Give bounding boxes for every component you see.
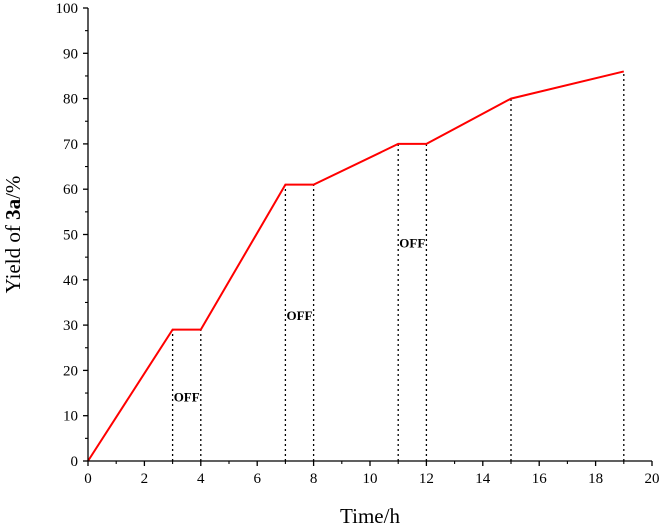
series-group xyxy=(87,70,625,462)
y-axis-title: Yield of 3a/% xyxy=(1,176,25,294)
x-tick-label: 16 xyxy=(532,471,548,487)
x-tick-label: 20 xyxy=(645,471,660,487)
off-annotation: OFF xyxy=(399,236,425,251)
y-tick-label: 40 xyxy=(63,273,78,289)
x-tick-label: 14 xyxy=(475,471,491,487)
y-tick-label: 80 xyxy=(63,92,78,108)
x-tick-label: 12 xyxy=(419,471,434,487)
annotations: OFF OFF OFF xyxy=(174,236,426,405)
y-axis-title-prefix: Yield of xyxy=(1,220,25,294)
dotted-guides xyxy=(171,71,625,461)
y-ticks: 0 10 20 30 40 50 60 70 80 90 100 xyxy=(56,1,88,470)
y-tick-label: 60 xyxy=(63,182,78,198)
y-axis-title-suffix: /% xyxy=(1,176,25,199)
y-axis-title-compound: 3a xyxy=(1,198,25,220)
y-tick-label: 10 xyxy=(63,409,78,425)
x-tick-label: 8 xyxy=(310,471,318,487)
x-tick-label: 6 xyxy=(253,471,261,487)
y-tick-label: 20 xyxy=(63,363,78,379)
axes xyxy=(87,8,652,462)
off-annotation: OFF xyxy=(174,390,200,405)
yield-series-line xyxy=(87,70,625,462)
x-tick-label: 18 xyxy=(588,471,603,487)
y-tick-label: 50 xyxy=(63,228,78,244)
off-annotation: OFF xyxy=(287,308,313,323)
y-tick-label: 0 xyxy=(71,454,79,470)
x-ticks: 0 2 4 6 8 10 12 14 16 18 20 xyxy=(84,461,660,487)
x-tick-label: 2 xyxy=(141,471,149,487)
y-tick-label: 90 xyxy=(63,46,78,62)
x-tick-label: 4 xyxy=(197,471,205,487)
x-tick-label: 0 xyxy=(84,471,92,487)
y-tick-label: 70 xyxy=(63,137,78,153)
x-tick-label: 10 xyxy=(363,471,378,487)
y-tick-label: 100 xyxy=(56,1,79,17)
x-axis-title: Time/h xyxy=(340,504,400,528)
y-tick-label: 30 xyxy=(63,318,78,334)
